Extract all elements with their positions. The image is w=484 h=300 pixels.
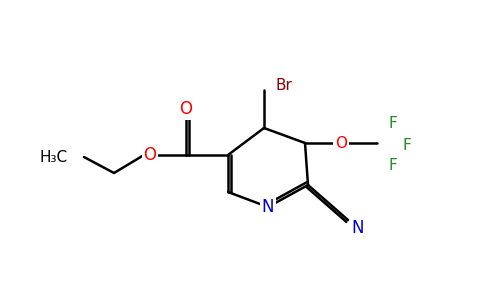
Text: H₃C: H₃C (40, 149, 68, 164)
Text: O: O (180, 100, 193, 118)
Text: Br: Br (275, 79, 292, 94)
Text: O: O (335, 136, 347, 151)
Text: N: N (352, 219, 364, 237)
Text: O: O (143, 146, 156, 164)
Text: F: F (389, 116, 397, 130)
Text: F: F (403, 137, 411, 152)
Text: F: F (389, 158, 397, 172)
Text: N: N (262, 198, 274, 216)
